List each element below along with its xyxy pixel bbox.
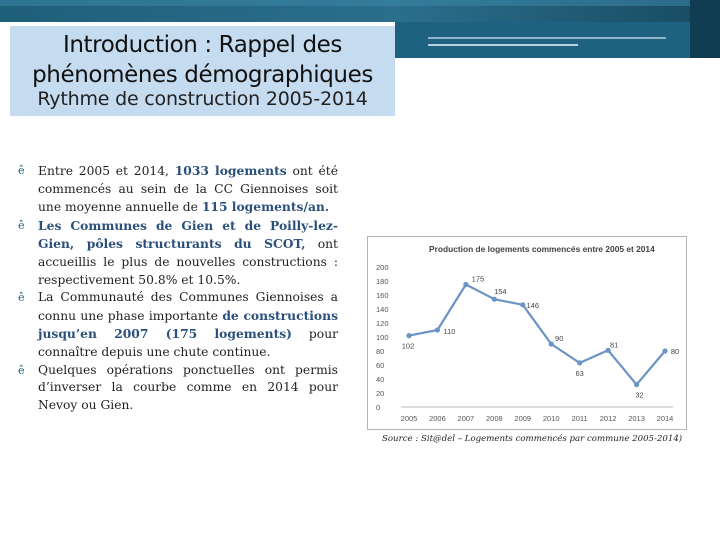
data-point — [662, 348, 668, 354]
bullet-item: ê La Communauté des Communes Giennoises a… — [18, 289, 338, 361]
x-tick-label: 2006 — [429, 414, 446, 423]
x-tick-label: 2010 — [543, 414, 560, 423]
x-tick-label: 2013 — [628, 414, 645, 423]
bullet-marker-icon: ê — [18, 363, 25, 377]
data-point — [633, 382, 640, 388]
x-tick-label: 2014 — [657, 414, 674, 423]
bullet-text: pour connaître depuis une chute continue… — [38, 327, 338, 359]
bullet-text: Entre 2005 et 2014, — [38, 164, 175, 178]
data-label: 175 — [472, 275, 485, 284]
series-line — [408, 283, 666, 386]
x-tick-label: 2012 — [600, 414, 617, 423]
data-point — [406, 333, 412, 339]
decorative-line — [428, 44, 578, 46]
x-tick-label: 2011 — [572, 414, 588, 423]
title-box — [10, 26, 395, 116]
highlighted-text: 115 logements/an. — [201, 199, 330, 215]
data-label: 110 — [443, 327, 455, 336]
line-chart: Production de logements commencés entre … — [376, 244, 679, 423]
data-label: 32 — [635, 391, 643, 400]
y-tick-label: 160 — [376, 291, 389, 300]
x-tick-label: 2008 — [486, 414, 503, 423]
bullet-list: ê Entre 2005 et 2014, 1033 logements ont … — [18, 162, 338, 414]
y-tick-label: 180 — [376, 277, 389, 286]
data-label: 154 — [494, 287, 507, 296]
data-label: 146 — [527, 301, 540, 310]
y-tick-label: 200 — [376, 263, 389, 272]
data-point — [605, 347, 611, 353]
x-tick-label: 2005 — [401, 414, 418, 423]
y-tick-label: 0 — [376, 403, 380, 412]
bullet-marker-icon: ê — [18, 218, 25, 232]
data-point — [491, 296, 497, 302]
y-tick-label: 40 — [376, 375, 384, 384]
data-point — [520, 302, 526, 308]
bullet-marker-icon: ê — [18, 164, 25, 177]
y-tick-label: 100 — [376, 333, 389, 342]
bullet-text: ont accueillis le plus de nouvelles cons… — [38, 237, 338, 287]
bullet-text: ont été commencés au sein de la CC Gienn… — [38, 164, 338, 215]
data-label: 63 — [575, 369, 583, 378]
y-tick-label: 120 — [376, 319, 389, 328]
y-tick-label: 80 — [376, 347, 384, 356]
bullet-text: Quelques opérations ponctuelles ont perm… — [38, 362, 338, 412]
data-point — [434, 327, 441, 333]
bullet-text: La Communauté des Communes Giennoises a … — [38, 290, 338, 323]
highlighted-text: de constructions jusqu’en 2007 (175 loge… — [38, 307, 338, 342]
x-tick-label: 2007 — [458, 414, 475, 423]
data-label: 102 — [402, 342, 415, 351]
chart-frame: Production de logements commencés entre … — [367, 236, 687, 430]
corner-accent — [690, 0, 720, 58]
data-label: 80 — [671, 347, 679, 356]
top-banner — [0, 0, 720, 22]
highlighted-text: Les Communes de Gien et de Poilly-lez-Gi… — [38, 217, 338, 252]
y-tick-label: 140 — [376, 305, 389, 314]
data-point — [463, 281, 469, 288]
y-tick-label: 60 — [376, 361, 384, 370]
data-label: 90 — [555, 334, 563, 343]
x-tick-label: 2009 — [514, 414, 531, 423]
corner-decoration — [395, 22, 720, 58]
bullet-item: ê Quelques opérations ponctuelles ont per… — [18, 362, 338, 415]
data-label: 81 — [610, 340, 618, 349]
bullet-item: ê Entre 2005 et 2014, 1033 logements ont … — [18, 162, 338, 217]
bullet-item: ê Les Communes de Gien et de Poilly-lez-G… — [18, 217, 338, 289]
highlighted-text: 1033 logements — [174, 163, 287, 178]
decorative-line — [428, 37, 666, 39]
slide-title: Introduction : Rappel des phénomènes dém… — [32, 32, 373, 88]
chart-title: Production de logements commencés entre … — [429, 244, 655, 254]
bullet-marker-icon: ê — [18, 291, 25, 305]
y-tick-label: 20 — [376, 389, 384, 398]
slide-subtitle: Rythme de construction 2005-2014 — [37, 88, 368, 110]
top-banner-shade — [0, 0, 720, 6]
data-point — [577, 360, 583, 366]
source-note: Source : Sit@del – Logements commencés p… — [382, 434, 683, 444]
data-point — [548, 341, 554, 347]
